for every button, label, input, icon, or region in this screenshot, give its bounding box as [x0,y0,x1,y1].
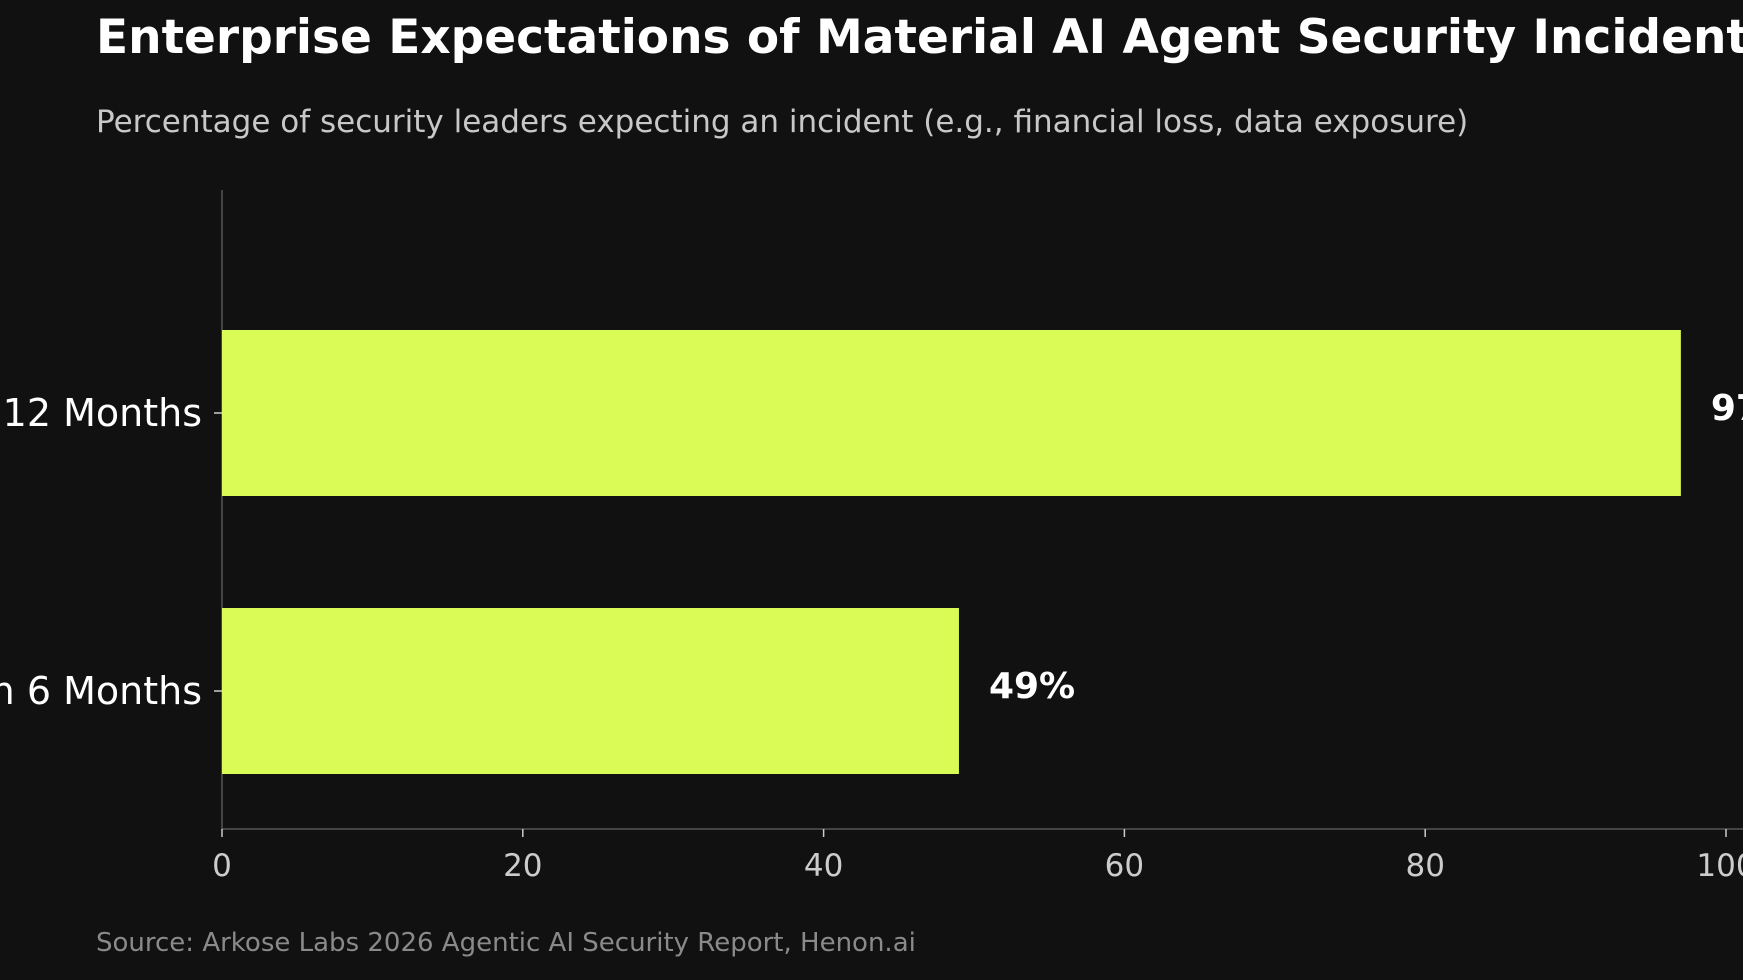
chart-title: Enterprise Expectations of Material AI A… [96,10,1743,65]
bar [222,608,959,774]
data-label: 49% [989,666,1075,707]
x-tick-label: 100 [1696,848,1743,884]
x-tick-label: 40 [804,848,843,884]
x-tick-label: 0 [212,848,232,884]
data-label: 97% [1711,388,1743,429]
category-label: Within 12 Months [0,391,202,435]
x-tick-label: 80 [1405,848,1444,884]
category-label: Within 6 Months [0,669,202,713]
source-note: Source: Arkose Labs 2026 Agentic AI Secu… [96,928,916,958]
x-tick-label: 60 [1105,848,1144,884]
chart-subtitle: Percentage of security leaders expecting… [96,104,1469,140]
bar [222,330,1681,496]
x-tick-label: 20 [503,848,542,884]
